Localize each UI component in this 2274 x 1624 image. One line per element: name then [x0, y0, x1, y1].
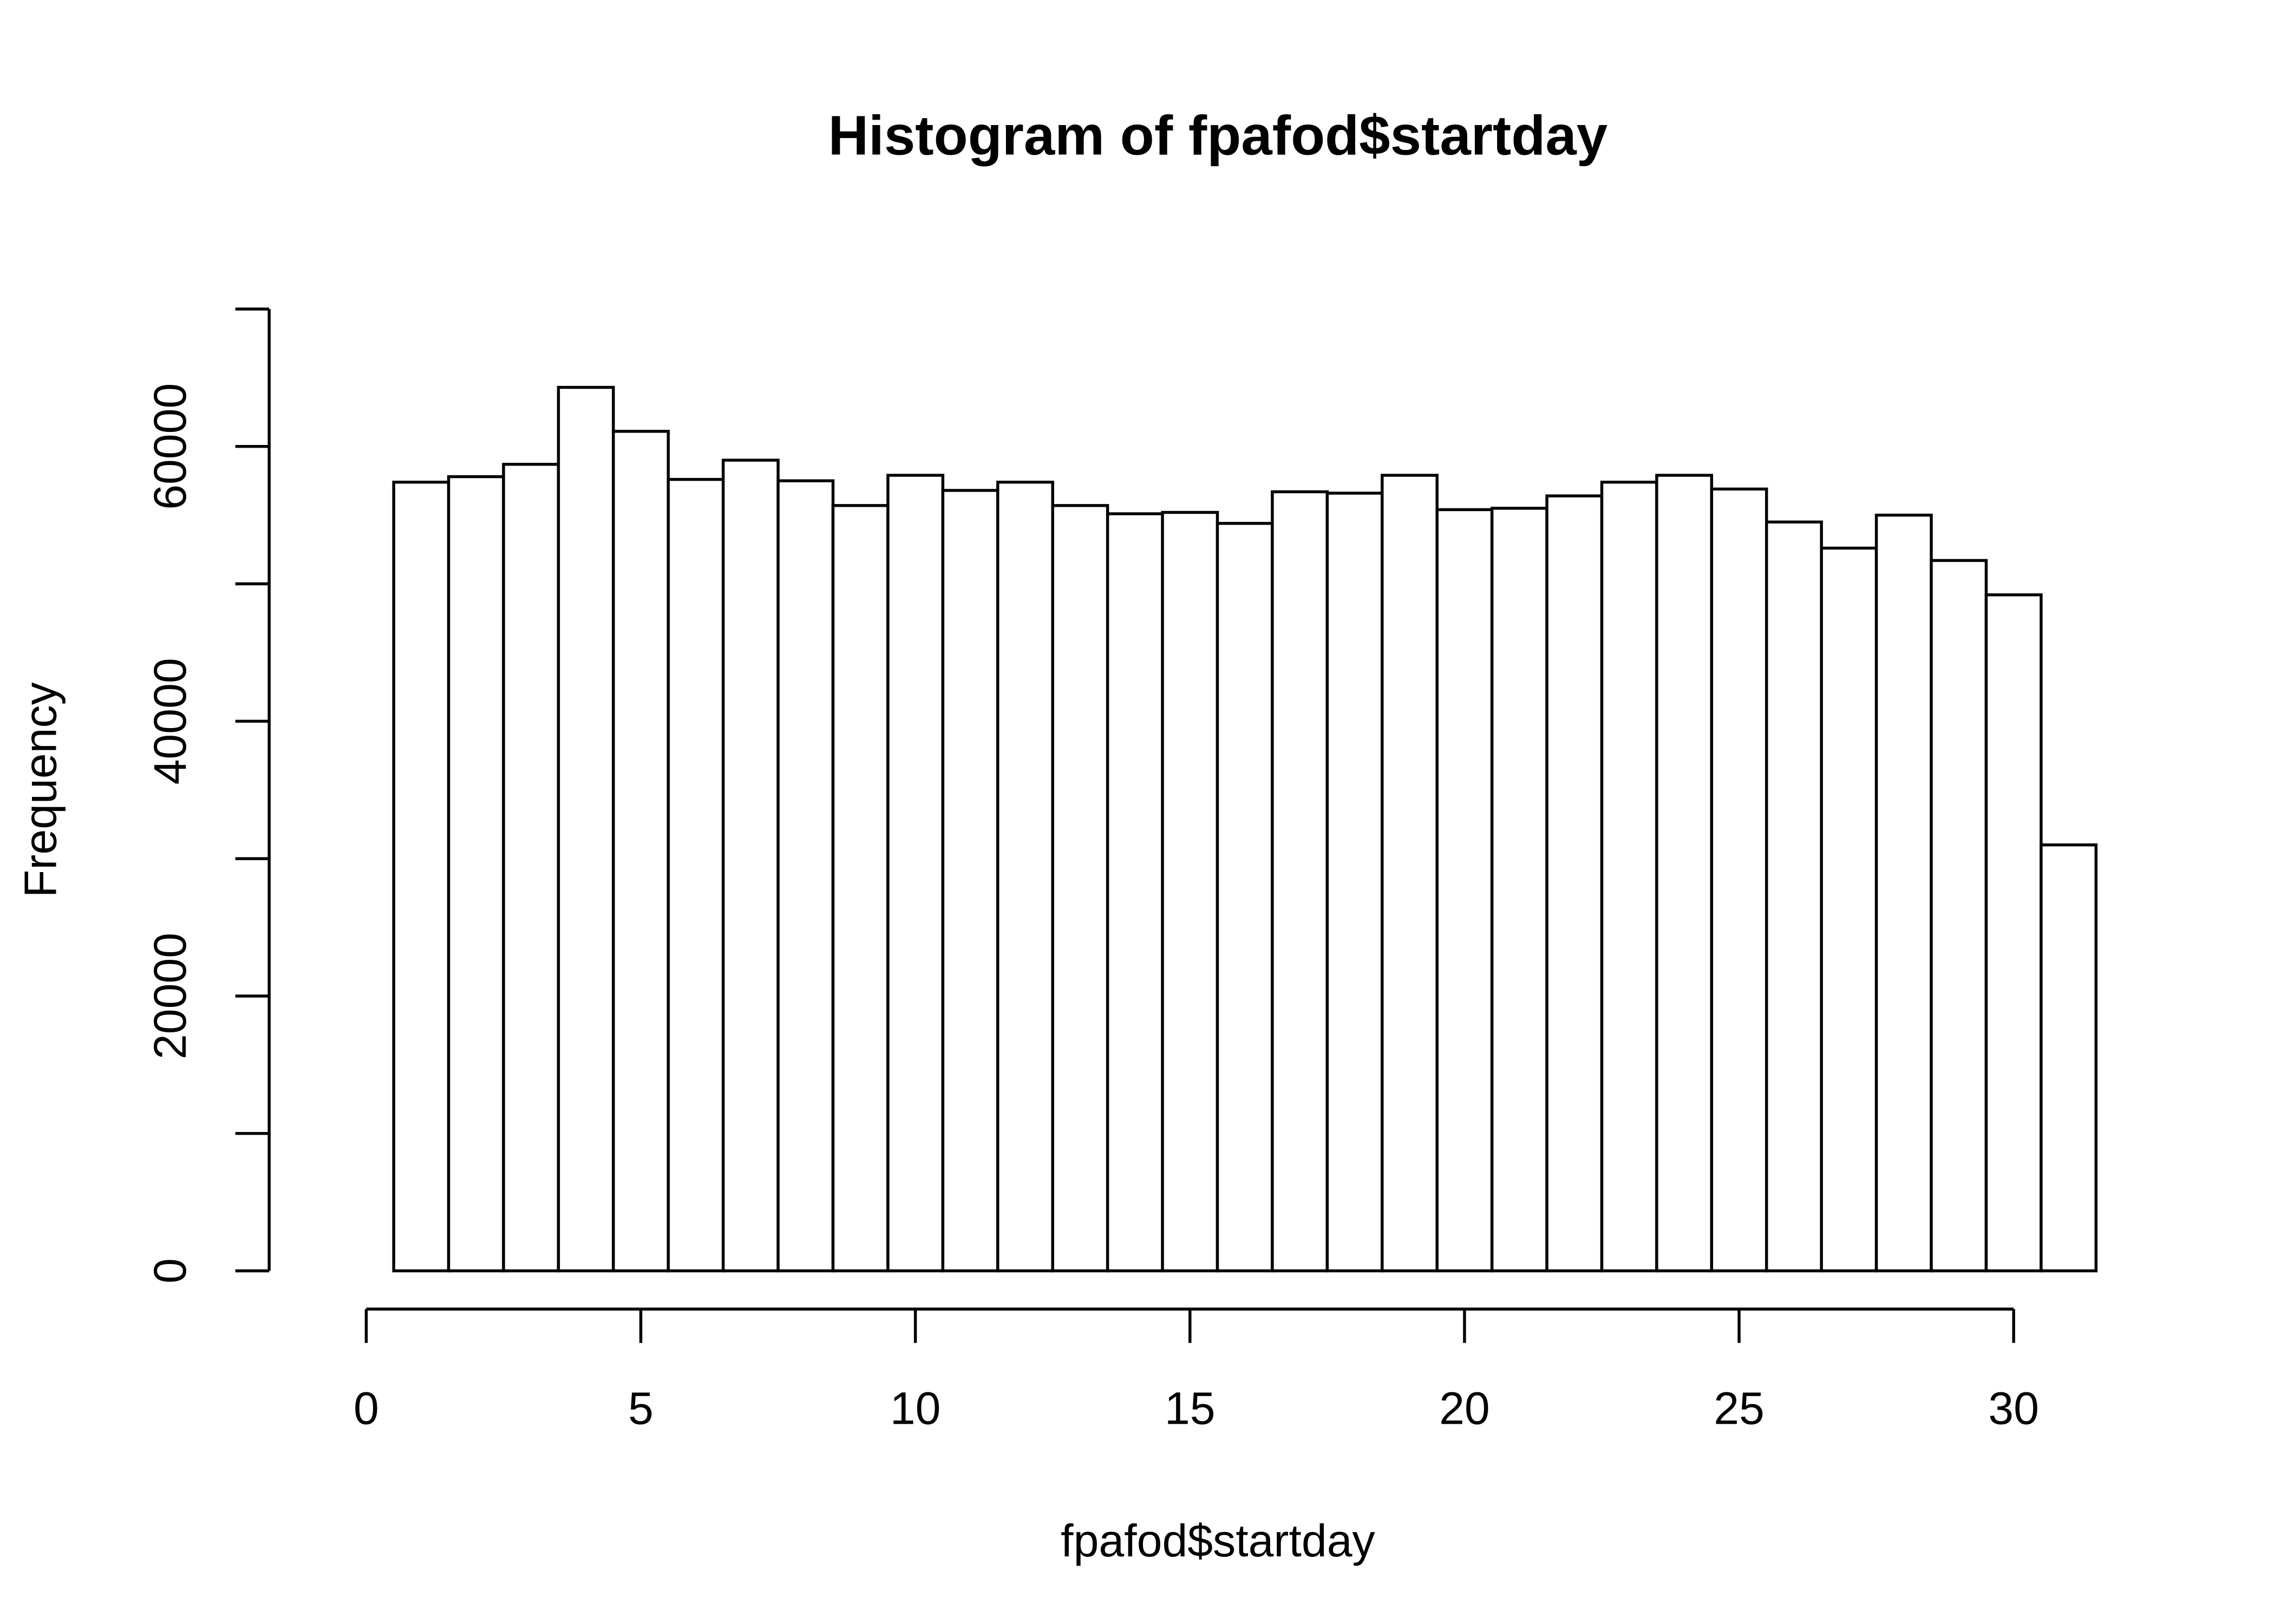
bar [1106, 512, 1164, 1273]
bar [1216, 522, 1274, 1273]
bar [1325, 492, 1384, 1273]
bar [1161, 510, 1219, 1273]
bar [392, 480, 450, 1273]
bar [1381, 474, 1439, 1273]
x-tick-label: 20 [1439, 1383, 1490, 1434]
bar [447, 475, 505, 1273]
bar [1271, 490, 1329, 1273]
x-tick-label: 5 [628, 1383, 654, 1434]
bar [557, 385, 615, 1273]
bar [502, 462, 560, 1273]
bar [1600, 480, 1658, 1273]
bar [1435, 508, 1494, 1273]
bar [612, 430, 670, 1273]
y-tick-label: 0 [145, 1258, 195, 1284]
bar [1051, 504, 1109, 1273]
bar [996, 480, 1054, 1273]
x-tick-label: 30 [1988, 1383, 2039, 1434]
y-tick-label: 20000 [145, 933, 195, 1059]
y-tick-label: 40000 [145, 658, 195, 784]
bar [831, 504, 890, 1273]
bar [1874, 513, 1933, 1273]
bar [886, 474, 945, 1273]
y-axis-label: Frequency [15, 682, 66, 898]
bar [1655, 474, 1714, 1273]
bar [1545, 494, 1604, 1273]
bar [1930, 559, 1988, 1273]
bar [1984, 593, 2043, 1273]
bar [1820, 546, 1878, 1273]
x-tick-label: 10 [890, 1383, 941, 1434]
bar [776, 479, 835, 1273]
y-tick-label: 60000 [145, 383, 195, 510]
x-tick-label: 25 [1714, 1383, 1765, 1434]
bar [2040, 843, 2097, 1273]
bar [1710, 487, 1768, 1273]
x-tick-label: 15 [1165, 1383, 1216, 1434]
bar [721, 459, 780, 1273]
chart-title: Histogram of fpafod$startday [828, 104, 1608, 167]
bar [1765, 520, 1823, 1273]
bar [1490, 507, 1548, 1273]
bar [666, 477, 725, 1273]
bar [941, 489, 999, 1273]
x-axis-label: fpafod$startday [1061, 1515, 1375, 1566]
x-tick-label: 0 [354, 1383, 379, 1434]
